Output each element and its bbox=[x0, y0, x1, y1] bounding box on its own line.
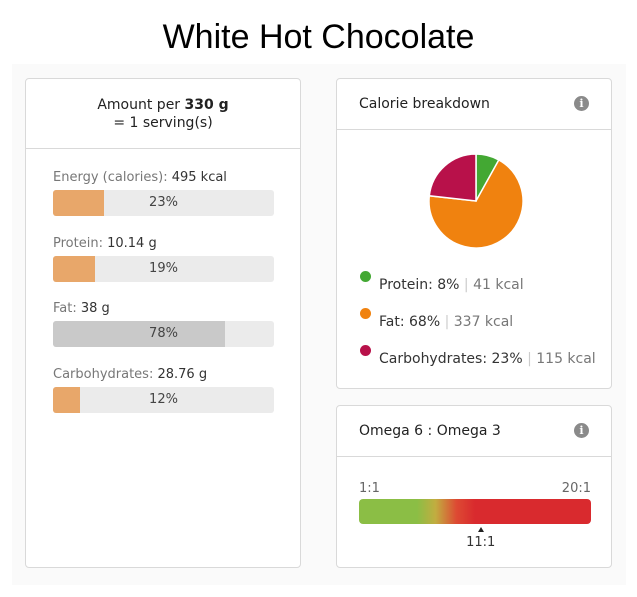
page-title: White Hot Chocolate bbox=[162, 18, 475, 56]
calorie-breakdown-header: Calorie breakdown i bbox=[337, 79, 611, 130]
omega-ratio-card: Omega 6 : Omega 3 i 1:1 20:1 11:1 bbox=[336, 405, 612, 568]
legend-label: Protein: 8% bbox=[379, 277, 460, 293]
nutrient-value: 10.14 g bbox=[107, 236, 157, 251]
omega-header: Omega 6 : Omega 3 i bbox=[337, 406, 611, 457]
legend-kcal: 115 kcal bbox=[536, 351, 596, 367]
calorie-pie-chart bbox=[428, 153, 524, 249]
nutrient-value: 38 g bbox=[80, 301, 110, 316]
pie-slice-fat bbox=[428, 158, 524, 249]
nutrient-label: Energy (calories): bbox=[53, 170, 172, 185]
omega-ratio-gradient-bar bbox=[359, 499, 591, 524]
legend-label: Fat: 68% bbox=[379, 314, 441, 330]
info-icon[interactable]: i bbox=[574, 423, 589, 438]
legend-kcal: 337 kcal bbox=[453, 314, 514, 330]
nutrient-bar: 23% bbox=[53, 190, 274, 216]
nutrient-bar: 12% bbox=[53, 387, 274, 413]
pie-slice-carbohydrates bbox=[428, 153, 477, 202]
nutrient-protein: Protein: 10.14 g 19% bbox=[53, 236, 274, 282]
serving-weight: 330 g bbox=[184, 97, 229, 113]
omega-min-label: 1:1 bbox=[359, 481, 380, 496]
omega-max-label: 20:1 bbox=[561, 481, 591, 496]
legend-dot bbox=[360, 308, 371, 319]
legend-dot bbox=[360, 271, 371, 282]
nutrient-label: Carbohydrates: bbox=[53, 367, 158, 382]
info-icon[interactable]: i bbox=[574, 96, 589, 111]
nutrient-value: 495 kcal bbox=[171, 170, 227, 185]
nutrient-label: Protein: bbox=[53, 236, 108, 251]
nutrient-label: Fat: bbox=[53, 301, 81, 316]
amount-prefix: Amount per bbox=[97, 97, 185, 113]
nutrient-bar-fill bbox=[53, 190, 104, 216]
calorie-breakdown-card: Calorie breakdown i Protein: 8% | 41 kca… bbox=[336, 78, 612, 389]
nutrient-percent: 19% bbox=[149, 261, 178, 276]
nutrient-fat: Fat: 38 g 78% bbox=[53, 301, 274, 347]
legend-dot bbox=[360, 345, 371, 356]
nutrient-percent: 23% bbox=[149, 195, 178, 210]
serving-header: Amount per 330 g = 1 serving(s) bbox=[26, 79, 300, 149]
ratio-marker-icon bbox=[478, 527, 485, 532]
nutrient-bar: 19% bbox=[53, 256, 274, 282]
nutrient-bar: 78% bbox=[53, 321, 274, 347]
nutrient-percent: 12% bbox=[149, 392, 178, 407]
nutrient-value: 28.76 g bbox=[157, 367, 208, 382]
nutrition-facts-card: Amount per 330 g = 1 serving(s) Energy (… bbox=[25, 78, 301, 568]
nutrient-percent: 78% bbox=[149, 326, 178, 341]
nutrient-bar-fill bbox=[53, 321, 226, 347]
nutrient-bar-fill bbox=[53, 256, 95, 282]
legend-kcal: 41 kcal bbox=[473, 277, 524, 293]
legend-label: Carbohydrates: 23% bbox=[379, 351, 523, 367]
nutrient-bar-fill bbox=[53, 387, 80, 413]
nutrient-carbohydrates: Carbohydrates: 28.76 g 12% bbox=[53, 367, 274, 413]
serving-count: = 1 serving(s) bbox=[113, 115, 213, 131]
card-title: Calorie breakdown bbox=[359, 96, 490, 112]
omega-ratio-value: 11:1 bbox=[466, 535, 496, 550]
nutrient-energy: Energy (calories): 495 kcal 23% bbox=[53, 170, 274, 216]
card-title: Omega 6 : Omega 3 bbox=[359, 423, 501, 439]
